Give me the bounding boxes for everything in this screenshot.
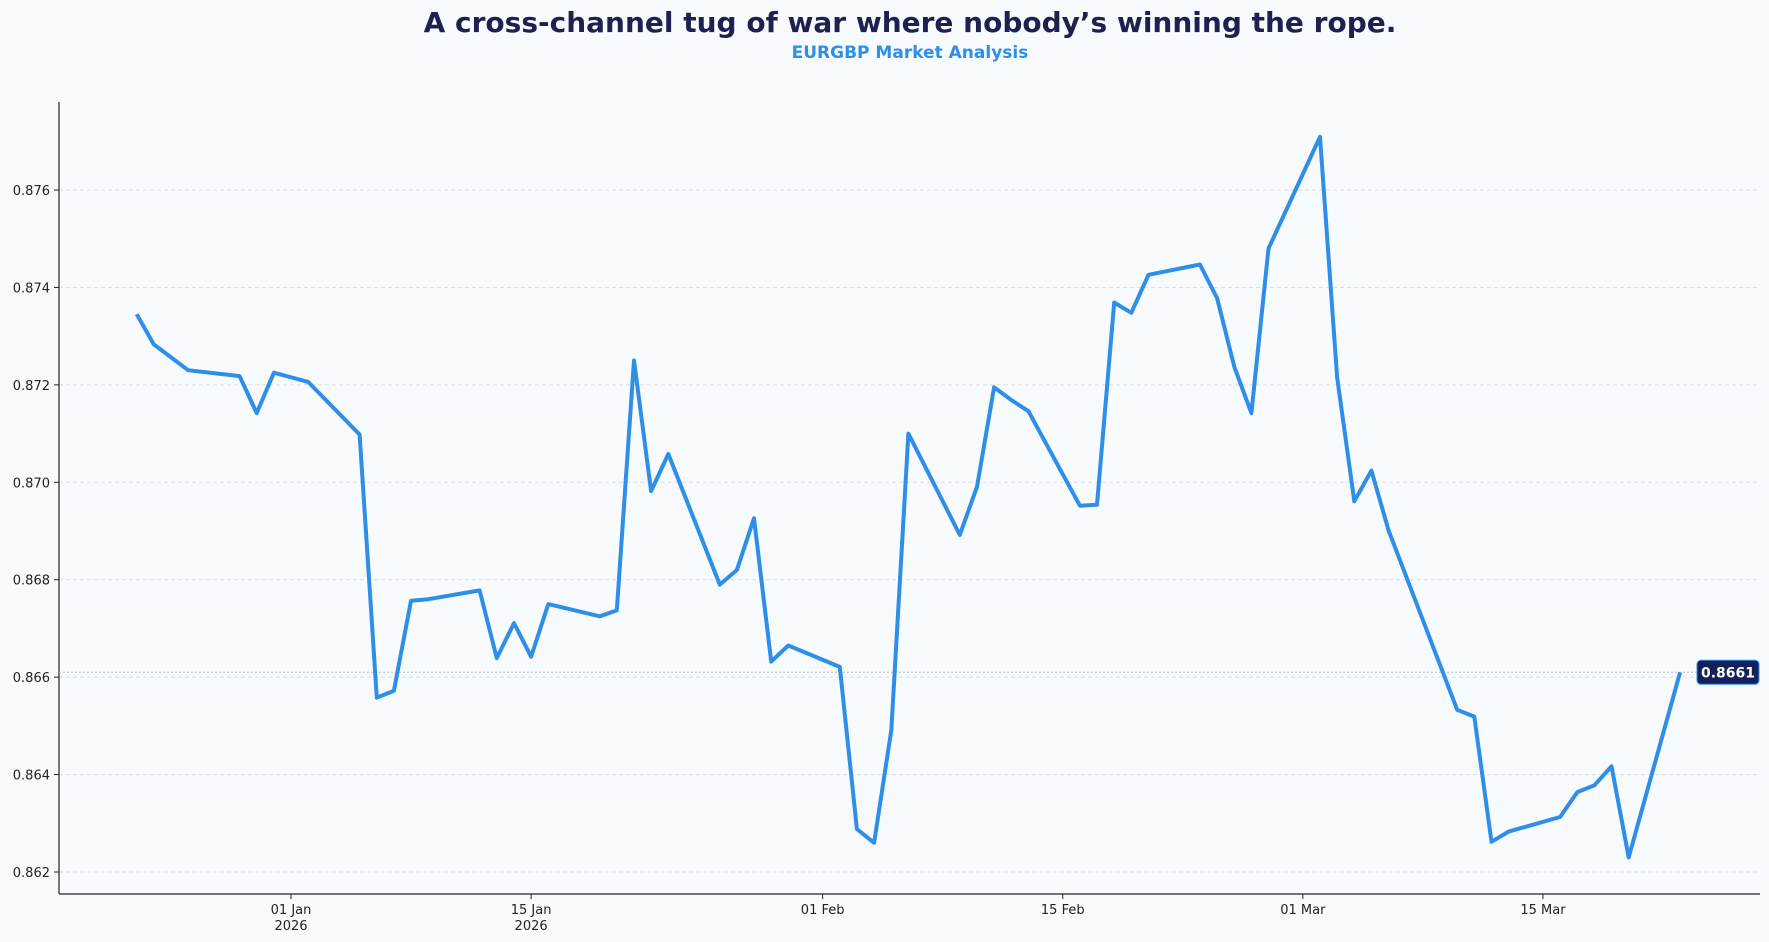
chart-title: A cross-channel tug of war where nobody’… xyxy=(424,6,1397,39)
x-tick-label: 15 Mar xyxy=(1520,903,1566,918)
y-tick-label: 0.866 xyxy=(13,671,50,686)
y-tick-label: 0.870 xyxy=(13,476,50,491)
x-tick-label: 01 Feb xyxy=(801,903,845,918)
y-tick-label: 0.864 xyxy=(13,769,50,784)
x-tick-label: 01 Mar xyxy=(1280,903,1326,918)
y-tick-label: 0.862 xyxy=(13,866,50,881)
series-line-eurgbp xyxy=(134,134,1683,860)
x-tick-year: 2026 xyxy=(274,919,307,934)
grid xyxy=(59,189,1760,873)
y-tick-label: 0.876 xyxy=(13,184,50,199)
x-tick-label: 15 Feb xyxy=(1041,903,1085,918)
x-tick-label: 01 Jan xyxy=(271,903,312,918)
y-axis-ticks: 0.862 0.864 0.866 0.868 0.870 0.872 0.874 0.876 xyxy=(13,184,59,881)
y-tick-label: 0.874 xyxy=(13,281,50,296)
y-tick-label: 0.872 xyxy=(13,379,50,394)
last-value-label: 0.8661 xyxy=(1701,665,1755,681)
last-value-badge: 0.8661 xyxy=(1696,659,1760,685)
y-tick-label: 0.868 xyxy=(13,574,50,589)
x-tick-label: 15 Jan xyxy=(511,903,552,918)
x-tick-year: 2026 xyxy=(515,919,548,934)
chart-subtitle: EURGBP Market Analysis xyxy=(792,43,1029,63)
